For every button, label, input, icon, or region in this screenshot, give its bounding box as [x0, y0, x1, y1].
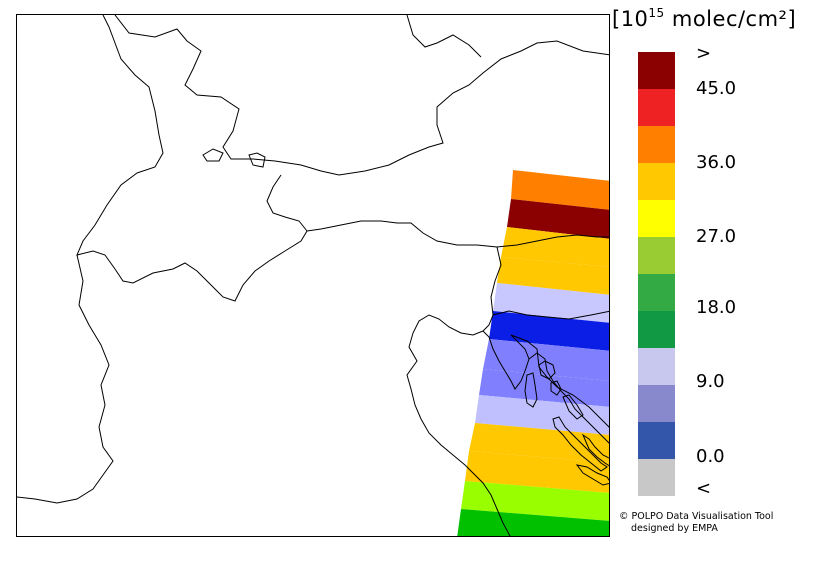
lake-constance: [202, 148, 224, 162]
coast-croatia: [528, 352, 609, 444]
coast-istria: [482, 330, 530, 390]
legend-swatch: [638, 126, 675, 163]
legend-swatch: [638, 200, 675, 237]
legend-tick-label: <: [696, 478, 712, 499]
credit-line-1: © POLPO Data Visualisation Tool: [619, 511, 774, 522]
swath-band: [475, 395, 609, 435]
map-frame: [16, 14, 610, 537]
border-france-germany: [102, 15, 164, 174]
unit-label: [1015 molec/cm²]: [612, 6, 797, 31]
swath-band: [489, 311, 609, 351]
swath-band: [469, 423, 609, 463]
border-slovenia-croatia: [492, 310, 609, 320]
border-switzerland: [76, 172, 308, 302]
island-pag: [562, 394, 584, 420]
islands-south: [575, 464, 609, 486]
legend-tick-label: 36.0: [696, 152, 737, 173]
legend-swatch: [638, 89, 675, 126]
map-canvas: [17, 15, 609, 536]
legend-swatch: [638, 459, 675, 496]
legend-swatch: [638, 52, 675, 89]
legend-swatch: [638, 237, 675, 274]
swath-band: [497, 257, 609, 295]
border-france-italy: [17, 254, 114, 504]
swath-band: [457, 509, 609, 536]
islands-kornati: [581, 433, 609, 467]
coastlines: [406, 314, 609, 536]
legend-tick-label: 27.0: [696, 226, 737, 247]
island-rab: [550, 380, 562, 396]
legend-swatch: [638, 274, 675, 311]
swath-band: [507, 199, 609, 239]
satellite-swath: [457, 170, 609, 536]
legend-tick-label: 9.0: [696, 371, 725, 392]
legend-tick-label: 0.0: [696, 446, 725, 467]
border-istria-croatia: [510, 334, 609, 428]
legend-tick-label: 18.0: [696, 297, 737, 318]
border-italy-slovenia: [482, 246, 502, 332]
credit-line-2: designed by EMPA: [631, 523, 718, 534]
coast-venice: [406, 314, 511, 536]
legend-swatch: [638, 311, 675, 348]
legend-swatch: [638, 163, 675, 200]
border-germany-czech: [406, 15, 482, 58]
island-cres: [524, 372, 538, 408]
border-liechtenstein: [248, 152, 266, 168]
border-austria-italy: [306, 220, 609, 248]
legend-tick-label: 45.0: [696, 78, 737, 99]
swath-band: [465, 451, 609, 493]
island-krk: [538, 360, 556, 380]
border-north-germany: [114, 15, 609, 176]
legend-swatch: [638, 422, 675, 459]
country-borders: [17, 15, 609, 504]
swath-band: [511, 170, 609, 210]
swath-band: [501, 227, 609, 267]
legend-tick-label: >: [696, 43, 712, 64]
legend-swatch: [638, 348, 675, 385]
legend-swatch: [638, 385, 675, 422]
swath-band: [493, 283, 609, 323]
swath-band: [483, 339, 609, 381]
islands-dalmatia: [552, 416, 608, 472]
